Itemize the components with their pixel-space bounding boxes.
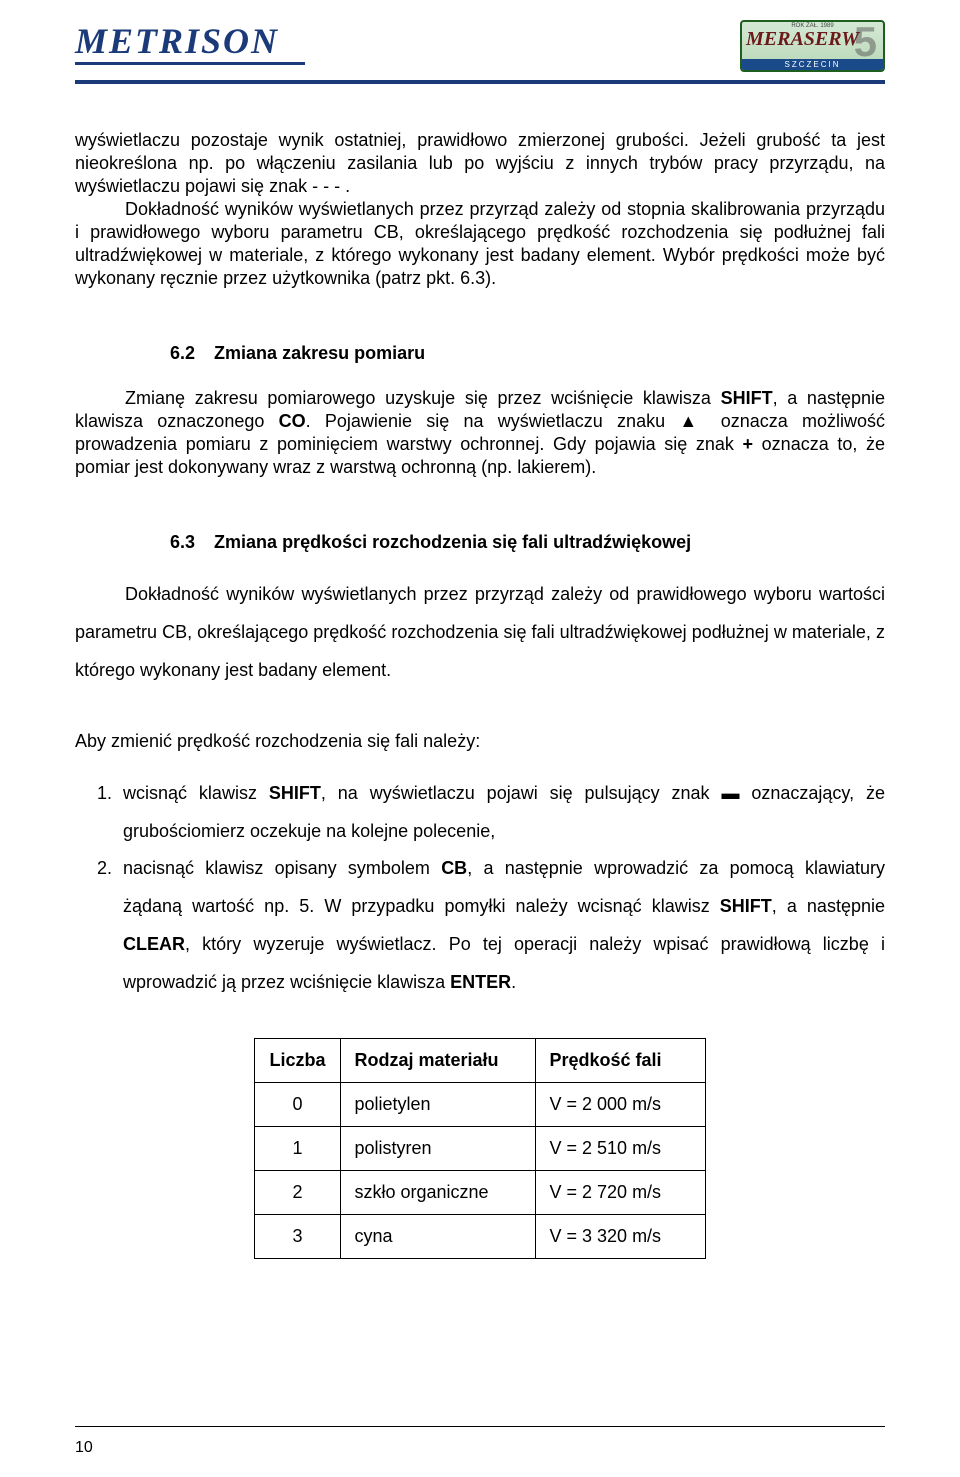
cell-num: 3 — [255, 1214, 340, 1258]
paragraph-2: Dokładność wyników wyświetlanych przez p… — [75, 198, 885, 290]
step2-c: , a następnie — [772, 896, 885, 916]
table-body: 0 polietylen V = 2 000 m/s 1 polistyren … — [255, 1082, 705, 1258]
document-page: METRISON ROK ZAŁ. 1989 5 MERASERW SZCZEC… — [0, 0, 960, 1477]
step1-a: wcisnąć klawisz — [123, 783, 269, 803]
heading-6-2-num: 6.2 — [170, 343, 195, 363]
cell-vel: V = 2 000 m/s — [535, 1082, 705, 1126]
steps-list: wcisnąć klawisz SHIFT, na wyświetlaczu p… — [75, 775, 885, 1002]
p62-pre: Zmianę zakresu pomiarowego uzyskuje się … — [125, 388, 721, 408]
table-row: 1 polistyren V = 2 510 m/s — [255, 1126, 705, 1170]
table-header-row: Liczba Rodzaj materiału Prędkość fali — [255, 1038, 705, 1082]
material-table: Liczba Rodzaj materiału Prędkość fali 0 … — [254, 1038, 705, 1259]
table-row: 2 szkło organiczne V = 2 720 m/s — [255, 1170, 705, 1214]
step2-a: nacisnąć klawisz opisany symbolem — [123, 858, 441, 878]
heading-6-3-title: Zmiana prędkości rozchodzenia się fali u… — [214, 532, 691, 552]
step2-enter: ENTER — [450, 972, 511, 992]
page-header: METRISON ROK ZAŁ. 1989 5 MERASERW SZCZEC… — [75, 20, 885, 72]
step1-shift: SHIFT — [269, 783, 321, 803]
step-2: nacisnąć klawisz opisany symbolem CB , a … — [117, 850, 885, 1001]
heading-6-2-title: Zmiana zakresu pomiaru — [214, 343, 425, 363]
footer-rule — [75, 1426, 885, 1427]
logo-meraserw: ROK ZAŁ. 1989 5 MERASERW SZCZECIN — [740, 20, 885, 72]
steps-intro: Aby zmienić prędkość rozchodzenia się fa… — [75, 730, 885, 753]
table-row: 3 cyna V = 3 320 m/s — [255, 1214, 705, 1258]
heading-6-2: 6.2 Zmiana zakresu pomiaru — [170, 342, 885, 365]
heading-6-3-num: 6.3 — [170, 532, 195, 552]
logo-metrison: METRISON — [75, 20, 305, 65]
body-content: wyświetlaczu pozostaje wynik ostatniej, … — [75, 129, 885, 1259]
cell-vel: V = 3 320 m/s — [535, 1214, 705, 1258]
step2-shift: SHIFT — [720, 896, 772, 916]
logo-right-mid-text: MERASERW — [742, 29, 883, 49]
p62-shift: SHIFT — [721, 388, 773, 408]
col-liczba: Liczba — [255, 1038, 340, 1082]
cell-num: 1 — [255, 1126, 340, 1170]
cell-vel: V = 2 720 m/s — [535, 1170, 705, 1214]
header-rule — [75, 80, 885, 84]
step2-clear: CLEAR — [123, 934, 185, 954]
cell-num: 0 — [255, 1082, 340, 1126]
col-predkosc: Prędkość fali — [535, 1038, 705, 1082]
step2-e: . — [511, 972, 516, 992]
cell-num: 2 — [255, 1170, 340, 1214]
cell-mat: polietylen — [340, 1082, 535, 1126]
cell-mat: cyna — [340, 1214, 535, 1258]
cell-mat: szkło organiczne — [340, 1170, 535, 1214]
p62-co: CO — [279, 411, 306, 431]
table-row: 0 polietylen V = 2 000 m/s — [255, 1082, 705, 1126]
page-number: 10 — [75, 1439, 93, 1457]
step2-cb: CB — [441, 858, 467, 878]
heading-6-3: 6.3 Zmiana prędkości rozchodzenia się fa… — [170, 531, 885, 554]
step-1: wcisnąć klawisz SHIFT, na wyświetlaczu p… — [117, 775, 885, 851]
paragraph-1: wyświetlaczu pozostaje wynik ostatniej, … — [75, 129, 885, 198]
col-rodzaj: Rodzaj materiału — [340, 1038, 535, 1082]
p62-plus: + — [743, 434, 754, 454]
cell-vel: V = 2 510 m/s — [535, 1126, 705, 1170]
cell-mat: polistyren — [340, 1126, 535, 1170]
paragraph-6-2: Zmianę zakresu pomiarowego uzyskuje się … — [75, 387, 885, 479]
paragraph-6-3: Dokładność wyników wyświetlanych przez p… — [75, 576, 885, 689]
